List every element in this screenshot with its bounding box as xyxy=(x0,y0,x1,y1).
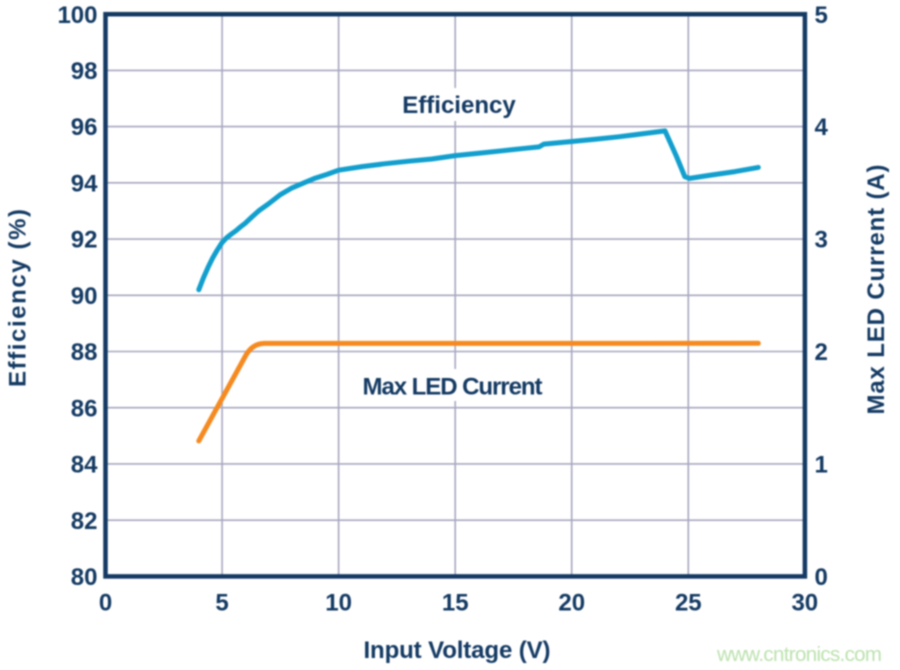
svg-text:Input Voltage (V): Input Voltage (V) xyxy=(364,637,551,664)
svg-text:Max LED Current (A): Max LED Current (A) xyxy=(863,165,890,415)
svg-text:25: 25 xyxy=(675,589,702,616)
svg-text:Efficiency (%): Efficiency (%) xyxy=(4,209,31,387)
svg-text:92: 92 xyxy=(71,227,98,254)
svg-text:4: 4 xyxy=(815,114,829,141)
svg-text:www.cntronics.com: www.cntronics.com xyxy=(716,643,882,666)
svg-text:100: 100 xyxy=(57,2,97,29)
svg-text:90: 90 xyxy=(71,283,98,310)
svg-text:0: 0 xyxy=(99,589,112,616)
svg-text:2: 2 xyxy=(815,339,828,366)
svg-text:Max LED Current: Max LED Current xyxy=(363,374,543,401)
svg-text:5: 5 xyxy=(815,2,828,29)
svg-text:96: 96 xyxy=(71,114,98,141)
svg-text:10: 10 xyxy=(325,589,352,616)
svg-text:3: 3 xyxy=(815,227,828,254)
svg-text:94: 94 xyxy=(71,170,98,197)
svg-text:0: 0 xyxy=(815,564,828,591)
svg-text:86: 86 xyxy=(71,395,98,422)
svg-text:20: 20 xyxy=(558,589,585,616)
svg-text:88: 88 xyxy=(71,339,98,366)
svg-text:30: 30 xyxy=(791,589,818,616)
svg-text:82: 82 xyxy=(71,508,98,535)
svg-text:98: 98 xyxy=(71,58,98,85)
svg-text:5: 5 xyxy=(215,589,228,616)
svg-text:Efficiency: Efficiency xyxy=(402,92,516,119)
svg-text:15: 15 xyxy=(442,589,469,616)
svg-text:80: 80 xyxy=(71,564,98,591)
svg-text:84: 84 xyxy=(71,452,98,479)
svg-text:1: 1 xyxy=(815,452,828,479)
